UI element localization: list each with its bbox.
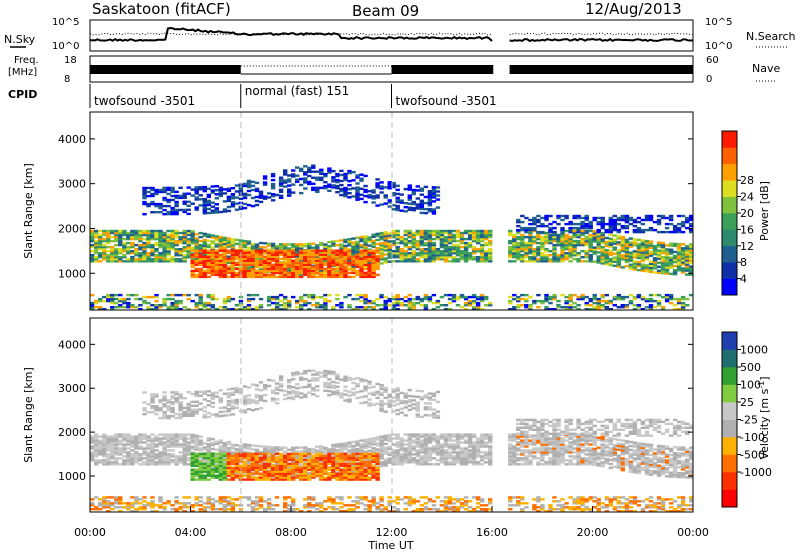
ytick-label: 4000	[58, 133, 86, 146]
colorbar-swatch	[722, 454, 737, 473]
ytick-label: 1000	[58, 267, 86, 280]
nave-tick-bottom: 0	[706, 74, 712, 85]
colorbar-tick-label: 24	[740, 191, 754, 204]
cpid-segment-label-1: normal (fast) 151	[245, 84, 349, 98]
freq-block-0	[90, 65, 241, 74]
colorbar-swatch	[722, 349, 737, 368]
colorbar-swatch	[722, 402, 737, 420]
colorbar-tick-label: -1000	[740, 466, 772, 479]
ytick-label: 1000	[58, 470, 86, 483]
power-ylabel: Slant Range [km]	[22, 163, 35, 259]
power-panel: 1000 2000 3000 4000	[58, 111, 694, 311]
nsearch-label: N.Search	[746, 30, 796, 43]
colorbar-tick-label: 28	[740, 174, 754, 187]
colorbar-swatch	[722, 163, 737, 181]
freq-trace	[90, 65, 693, 75]
colorbar-swatch	[722, 196, 737, 214]
nsky-panel	[89, 19, 694, 52]
colorbar-swatch	[722, 147, 737, 165]
freq-tick-top: 18	[64, 55, 77, 66]
xtick-label: 20:00	[577, 526, 609, 539]
colorbar-swatch	[722, 437, 737, 455]
cpid-label: CPID	[8, 88, 37, 101]
cpid-segments: twofsound -3501 normal (fast) 151 twofsoun…	[89, 84, 497, 108]
colorbar-tick-label: 12	[740, 240, 754, 253]
ytick-label: 2000	[58, 426, 86, 439]
freq-block-2	[509, 65, 693, 74]
freq-label-1: Freq.	[14, 55, 39, 66]
colorbar-tick-label: 20	[740, 207, 754, 220]
colorbar-swatch	[722, 180, 737, 197]
velocity-panel: 1000 2000 3000 4000 00:00 04:00 08:00 12:00 16:…	[58, 317, 709, 539]
xtick-label: 16:00	[476, 526, 508, 539]
colorbar-swatch	[722, 278, 737, 296]
x-axis-label: Time UT	[367, 539, 413, 552]
power-y-ticks: 1000 2000 3000 4000	[58, 133, 693, 280]
colorbar-swatch	[722, 332, 737, 350]
power-cells	[90, 164, 694, 311]
cpid-segment-label-2: twofsound -3501	[396, 94, 497, 108]
colorbar-tick-label: 8	[740, 256, 747, 269]
xtick-label: 00:00	[677, 526, 709, 539]
nsky-tick-bottom: 10^0	[52, 41, 79, 52]
colorbar-tick-label: -100	[740, 431, 765, 444]
xtick-label: 00:00	[74, 526, 106, 539]
colorbar-swatch	[722, 472, 737, 490]
nsky-trace	[90, 26, 694, 43]
cpid-segment-label-0: twofsound -3501	[94, 94, 195, 108]
freq-tick-bottom: 8	[64, 74, 70, 85]
velocity-cells	[90, 369, 694, 513]
colorbar-swatch	[722, 419, 737, 438]
colorbar-tick-label: -25	[740, 414, 758, 427]
colorbar-swatch	[722, 489, 737, 508]
colorbar-tick-label: 500	[740, 361, 761, 374]
velocity-colorbar-label: Velocity [m s-1]	[757, 376, 771, 459]
xtick-label: 12:00	[376, 526, 408, 539]
beam-label: Beam 09	[352, 2, 419, 20]
nave-tick-top: 60	[706, 55, 719, 66]
nsky-label: N.Sky	[4, 33, 36, 46]
nsearch-tick-bottom: 10^0	[705, 41, 732, 52]
power-colorbar-label: Power [dB]	[758, 181, 771, 241]
xtick-label: 04:00	[175, 526, 207, 539]
velocity-colorbar-label-main: Velocity [m s	[758, 388, 771, 459]
velocity-colorbar-label-exp: -1	[757, 381, 766, 389]
x-ticks: 00:00 04:00 08:00 12:00 16:00 20:00 00:00	[74, 506, 709, 539]
ytick-label: 3000	[58, 178, 86, 191]
ytick-label: 2000	[58, 222, 86, 235]
colorbar-swatch	[722, 229, 737, 247]
colorbar-tick-label: 16	[740, 223, 754, 236]
velocity-ylabel: Slant Range [km]	[22, 367, 35, 463]
colorbar-swatch	[722, 213, 737, 230]
nave-label: Nave	[752, 62, 780, 75]
ytick-label: 3000	[58, 382, 86, 395]
velocity-colorbar-label-end: ]	[758, 376, 771, 380]
colorbar-tick-label: 25	[740, 396, 754, 409]
colorbar-tick-label: 4	[740, 273, 747, 286]
freq-block-1	[391, 65, 494, 74]
power-colorbar: 4 8 12 16 20 24 28	[721, 130, 754, 296]
ytick-label: 4000	[58, 338, 86, 351]
nsearch-trace	[89, 32, 694, 36]
power-frame	[89, 111, 694, 311]
colorbar-tick-label: -500	[740, 449, 765, 462]
colorbar-swatch	[722, 384, 737, 403]
colorbar-swatch	[722, 131, 737, 148]
velocity-colorbar: 1000 500 100 25 -25 -100 -500 -1000	[721, 331, 772, 508]
colorbar-tick-label: 1000	[740, 344, 768, 357]
nsearch-tick-top: 10^5	[705, 17, 732, 28]
freq-label-2: [MHz]	[8, 67, 37, 78]
colorbar-swatch	[722, 367, 737, 385]
freq-panel	[89, 55, 694, 83]
xtick-label: 08:00	[275, 526, 307, 539]
station-title: Saskatoon (fitACF)	[92, 0, 231, 18]
colorbar-swatch	[722, 245, 737, 263]
colorbar-tick-label: 100	[740, 379, 761, 392]
date-label: 12/Aug/2013	[585, 0, 682, 18]
velocity-y-ticks: 1000 2000 3000 4000	[58, 338, 693, 483]
colorbar-swatch	[722, 262, 737, 279]
nsky-tick-top: 10^5	[52, 17, 79, 28]
